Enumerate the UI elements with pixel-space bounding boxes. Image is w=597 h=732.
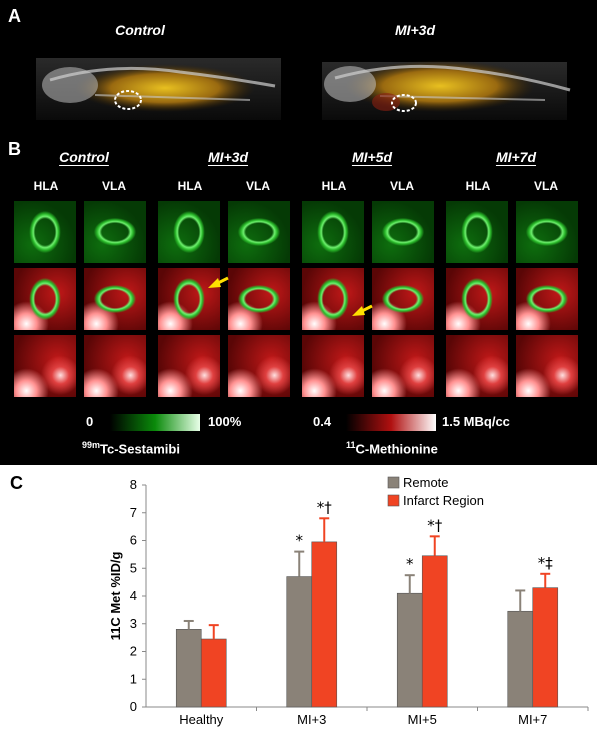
scan-tile: [14, 335, 76, 397]
scan-tile: [516, 268, 578, 330]
scan-tile: [84, 268, 146, 330]
x-tick-label: MI+7: [518, 712, 547, 727]
y-tick-label: 2: [130, 644, 137, 659]
panel-b-letter: B: [8, 139, 21, 159]
scan-tile: [302, 201, 364, 263]
x-tick-label: MI+3: [297, 712, 326, 727]
view-label-vla: VLA: [102, 179, 126, 193]
significance-marker: *‡: [538, 554, 554, 572]
red-scale-min: 0.4: [313, 414, 332, 429]
x-tick-label: MI+5: [408, 712, 437, 727]
bar: [286, 576, 313, 708]
green-scale-max: 100%: [208, 414, 242, 429]
scan-tile: [158, 335, 220, 397]
panel-a-condition-control: Control: [115, 22, 165, 38]
scan-tile: [84, 201, 146, 263]
panel-a-letter: A: [8, 6, 21, 26]
scan-tile: [302, 268, 364, 330]
view-label-hla: HLA: [321, 179, 347, 193]
tracer-label-methionine: 11C-Methionine: [346, 440, 438, 457]
condition-label-mi5d: MI+5d: [351, 149, 393, 165]
arrow-overlay: [208, 276, 373, 316]
view-label-hla: HLA: [177, 179, 203, 193]
scan-tile: [228, 268, 290, 330]
panel-a: A Control MI+3d: [0, 0, 597, 135]
view-label-vla: VLA: [246, 179, 270, 193]
scan-mi3d: [322, 60, 571, 120]
view-label-hla: HLA: [465, 179, 491, 193]
red-scale-max: 1.5 MBq/cc: [442, 414, 510, 429]
significance-marker: *†: [317, 498, 333, 516]
red-scale-bar: [346, 414, 436, 431]
panel-c-letter: C: [10, 473, 23, 493]
condition-label-mi3d: MI+3d: [207, 149, 249, 165]
significance-marker: *: [296, 532, 304, 550]
arrow-icon: [208, 276, 229, 288]
y-tick-label: 7: [130, 505, 137, 520]
scan-tile: [516, 335, 578, 397]
y-tick-label: 0: [130, 699, 137, 714]
y-tick-label: 1: [130, 671, 137, 686]
bar: [396, 592, 423, 708]
scan-tile: [14, 268, 76, 330]
condition-label-mi7d: MI+7d: [495, 149, 537, 165]
x-tick-label: Healthy: [179, 712, 224, 727]
condition-label-control: Control: [59, 149, 109, 165]
bar: [507, 610, 534, 708]
view-label-hla: HLA: [33, 179, 59, 193]
bar: [532, 587, 559, 708]
green-scale-bar: [110, 414, 200, 431]
legend-swatch: [387, 494, 400, 507]
legend-swatch: [387, 476, 400, 489]
bar: [200, 638, 227, 708]
scan-tile: [158, 268, 220, 330]
scan-tile: [446, 268, 508, 330]
significance-marker: *†: [427, 516, 443, 534]
y-tick-label: 5: [130, 560, 137, 575]
y-tick-label: 3: [130, 616, 137, 631]
mouse-scan-images: [36, 58, 571, 120]
y-axis-label: 11C Met %ID/g: [108, 552, 123, 641]
bar: [421, 555, 448, 708]
arrow-icon: [352, 304, 373, 316]
significance-marker: *: [406, 555, 414, 573]
bar-chart: 0 1 2 3 4 5 6 7 8 11C Met %ID/g Healthy MI+3 * *† MI+5…: [108, 475, 589, 727]
scan-tile: [516, 201, 578, 263]
panel-c: C 0 1 2 3 4 5 6 7 8 11C Met %ID/g Healthy MI+3 * *† MI…: [0, 465, 597, 732]
scan-tile: [446, 201, 508, 263]
bar: [175, 629, 202, 708]
panel-a-condition-mi3d: MI+3d: [394, 22, 436, 38]
scan-tile: [372, 268, 434, 330]
scan-tile: [302, 335, 364, 397]
tracer-label-sestamibi: 99mTc-Sestamibi: [82, 440, 180, 457]
scan-tile: [372, 335, 434, 397]
scan-tile: [158, 201, 220, 263]
legend-label: Infarct Region: [403, 493, 484, 508]
scan-tile: [14, 201, 76, 263]
y-tick-label: 6: [130, 533, 137, 548]
scan-tile: [228, 335, 290, 397]
green-scale-min: 0: [86, 414, 94, 429]
y-tick-label: 4: [130, 588, 137, 603]
scan-tile: [446, 335, 508, 397]
panel-b: B Control MI+3d MI+5d MI+7d HLA VLA HLA …: [0, 135, 597, 465]
y-tick-label: 8: [130, 477, 137, 492]
legend-label: Remote: [403, 475, 449, 490]
view-label-vla: VLA: [390, 179, 414, 193]
view-label-vla: VLA: [534, 179, 558, 193]
scan-tile: [84, 335, 146, 397]
scan-tile: [228, 201, 290, 263]
scan-tile: [372, 201, 434, 263]
scan-control: [36, 58, 281, 120]
bar: [311, 541, 338, 708]
